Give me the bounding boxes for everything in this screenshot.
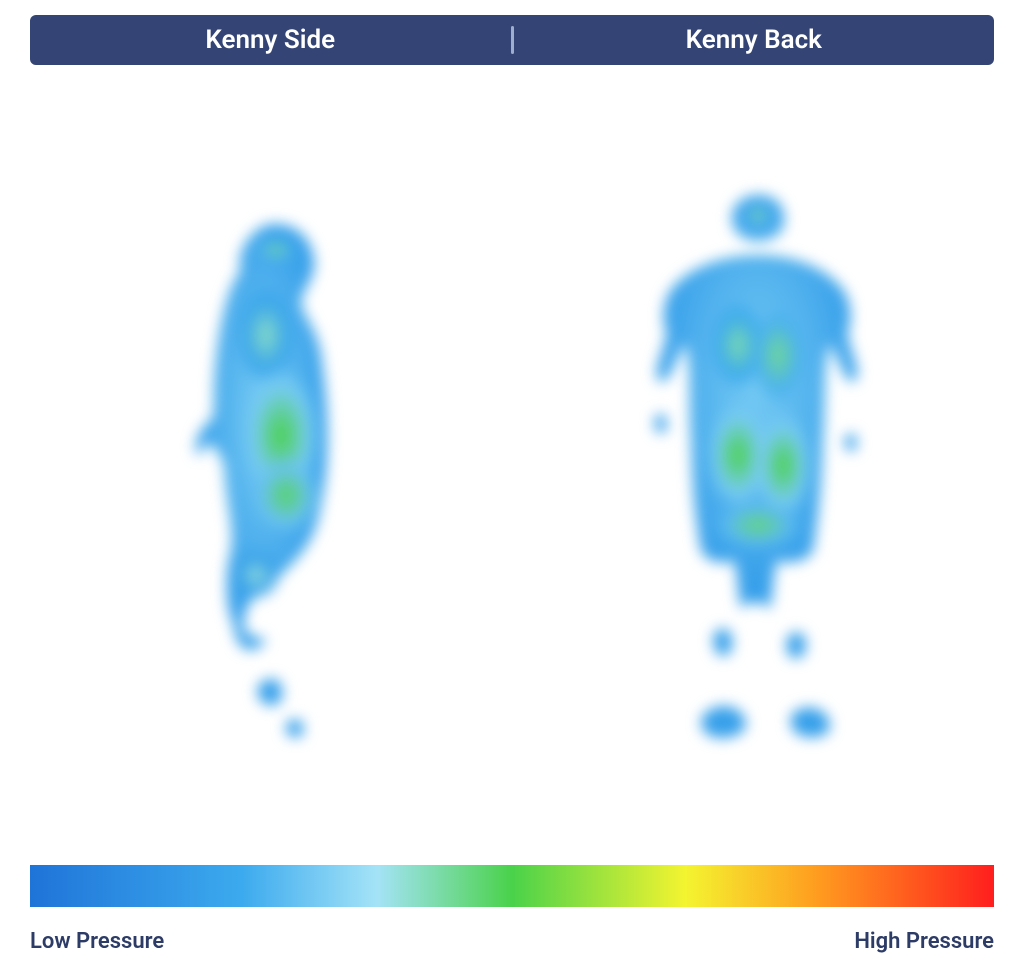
map-panel-side [30,95,502,835]
map-panel-back [522,95,994,835]
pressure-heatmap-side [116,155,416,775]
tab-label: Kenny Back [686,25,822,55]
pressure-legend: Low Pressure High Pressure [30,865,994,954]
tab-kenny-back[interactable]: Kenny Back [514,15,995,65]
legend-low-label: Low Pressure [30,929,164,954]
pressure-heatmap-back [598,155,918,775]
tab-kenny-side[interactable]: Kenny Side [30,15,511,65]
legend-color-bar [30,865,994,907]
legend-high-label: High Pressure [854,929,994,954]
legend-labels: Low Pressure High Pressure [30,929,994,954]
maps-row [30,95,994,835]
tab-label: Kenny Side [205,25,335,55]
header-bar: Kenny Side Kenny Back [30,15,994,65]
